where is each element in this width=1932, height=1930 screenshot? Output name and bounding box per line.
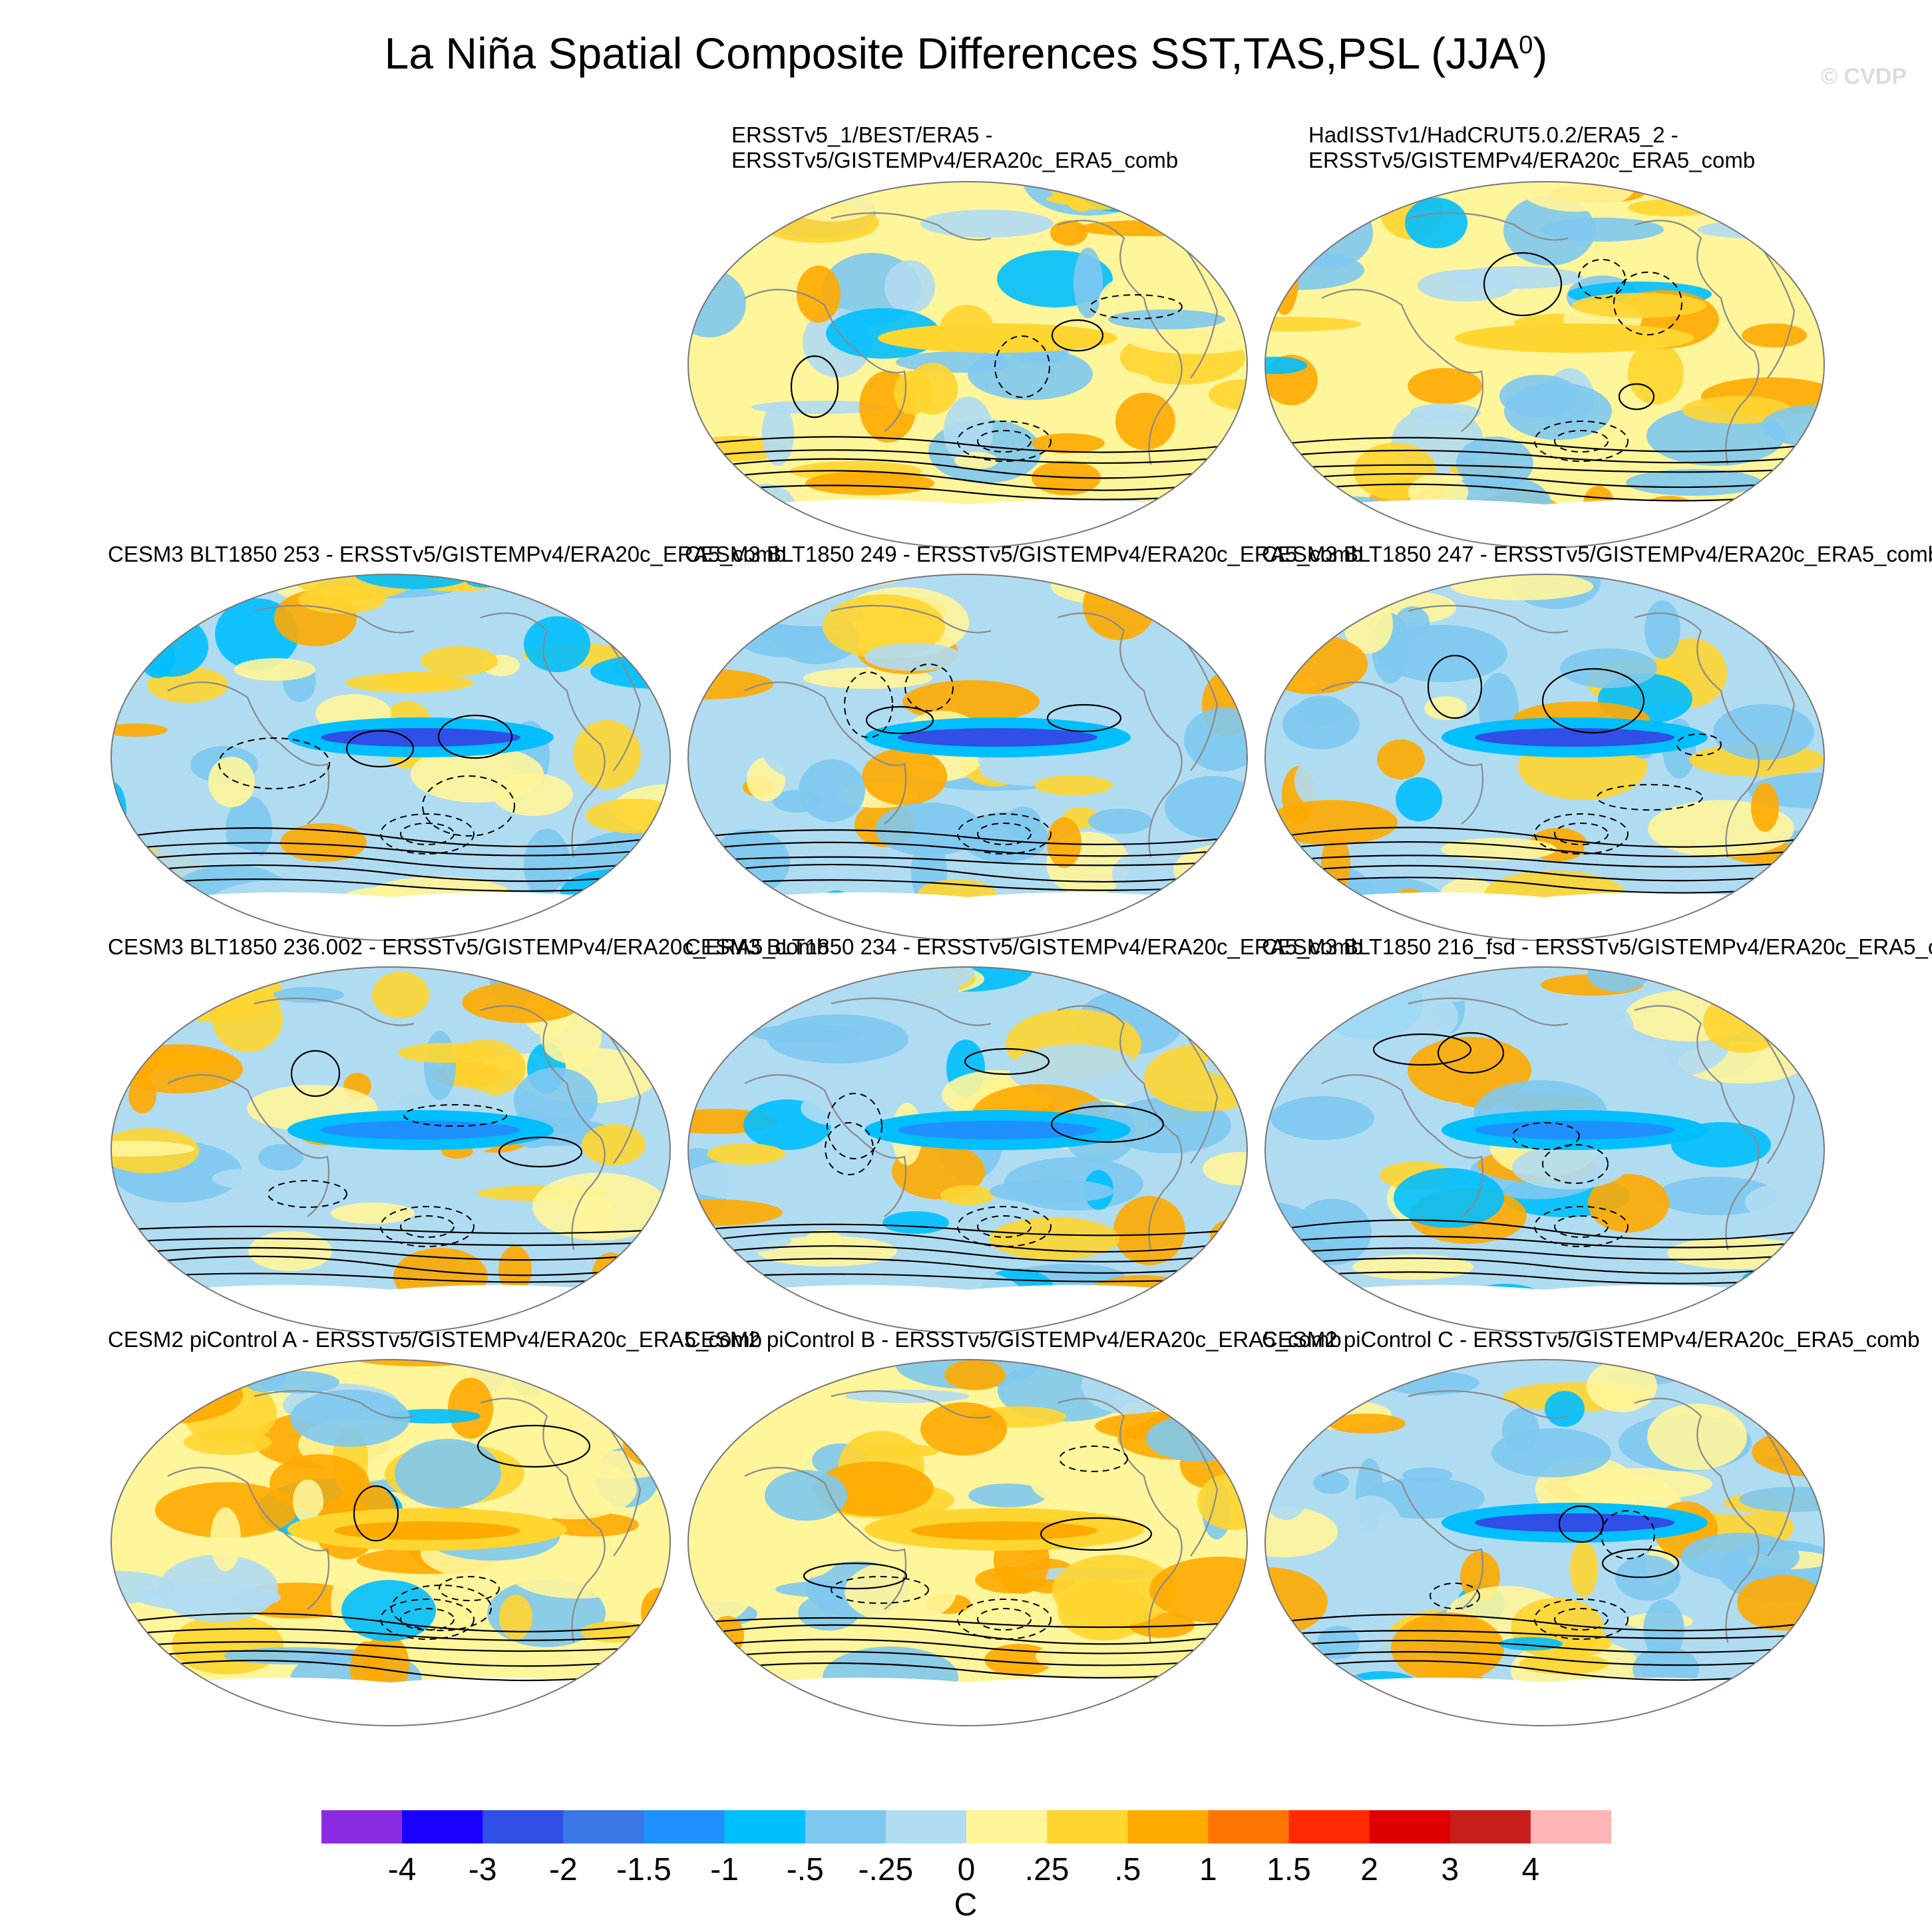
map-panel: CESM3 BLT1850 236.002 - ERSSTv5/GISTEMPv… <box>108 934 829 1336</box>
colorbar-tick-label: -1 <box>710 1852 739 1887</box>
colorbar-tick-label: 3 <box>1441 1852 1459 1887</box>
world-map <box>687 1359 1248 1726</box>
map-panel: CESM3 BLT1850 253 - ERSSTv5/GISTEMPv4/ER… <box>108 542 786 944</box>
panel-title: HadISSTv1/HadCRUT5.0.2/ERA5_2 - ERSSTv5/G… <box>1262 122 1828 176</box>
panel-title-line1: CESM3 BLT1850 253 - ERSSTv5/GISTEMPv4/ER… <box>108 542 787 566</box>
colorbar-tick-label: -2 <box>549 1852 578 1887</box>
colorbar-box <box>1530 1810 1611 1843</box>
panel-title: CESM3 BLT1850 249 - ERSSTv5/GISTEMPv4/ER… <box>685 542 1364 595</box>
colorbar-tick-label: 4 <box>1521 1852 1540 1887</box>
world-map <box>110 574 671 941</box>
colorbar-box <box>483 1810 564 1843</box>
panel-title: CESM3 BLT1850 247 - ERSSTv5/GISTEMPv4/ER… <box>1262 542 1932 595</box>
world-map <box>1264 966 1825 1334</box>
colorbar-tick-label: -4 <box>387 1852 417 1887</box>
world-map <box>687 966 1248 1334</box>
colorbar-tick-label: 2 <box>1360 1852 1378 1887</box>
panel-title-line1: HadISSTv1/HadCRUT5.0.2/ERA5_2 - <box>1308 122 1678 147</box>
world-map <box>110 1359 671 1726</box>
colorbar-box <box>1449 1810 1531 1843</box>
map-panel: CESM3 BLT1850 249 - ERSSTv5/GISTEMPv4/ER… <box>685 542 1363 944</box>
map-panel: CESM3 BLT1850 247 - ERSSTv5/GISTEMPv4/ER… <box>1262 542 1932 944</box>
colorbar-box <box>321 1810 403 1843</box>
map-panel: CESM3 BLT1850 216_fsd - ERSSTv5/GISTEMPv… <box>1262 934 1932 1336</box>
panel-title: CESM2 piControl C - ERSSTv5/GISTEMPv4/ER… <box>1262 1327 1920 1380</box>
panel-title: CESM2 piControl B - ERSSTv5/GISTEMPv4/ER… <box>685 1327 1342 1380</box>
panel-title: ERSSTv5_1/BEST/ERA5 - ERSSTv5/GISTEMPv4/E… <box>685 122 1251 176</box>
title-end: ) <box>1533 29 1548 78</box>
world-map <box>1264 181 1825 548</box>
panel-title: CESM3 BLT1850 234 - ERSSTv5/GISTEMPv4/ER… <box>685 934 1364 988</box>
world-map <box>110 966 671 1334</box>
map-panel: CESM2 piControl B - ERSSTv5/GISTEMPv4/ER… <box>685 1327 1342 1729</box>
panel-title-line1: ERSSTv5_1/BEST/ERA5 - <box>731 122 993 147</box>
panel-title-line2: ERSSTv5/GISTEMPv4/ERA20c_ERA5_comb <box>731 148 1179 172</box>
map-panel: ERSSTv5_1/BEST/ERA5 - ERSSTv5/GISTEMPv4/E… <box>685 122 1251 551</box>
colorbar-box <box>805 1810 886 1843</box>
title-text: La Niña Spatial Composite Differences SS… <box>384 29 1519 78</box>
panel-title: CESM3 BLT1850 216_fsd - ERSSTv5/GISTEMPv… <box>1262 934 1932 988</box>
colorbar-box <box>563 1810 645 1843</box>
panel-title-line1: CESM3 BLT1850 249 - ERSSTv5/GISTEMPv4/ER… <box>685 542 1364 566</box>
world-map <box>1264 574 1825 941</box>
colorbar-units: C <box>954 1887 978 1923</box>
colorbar-tick-label: 1 <box>1199 1852 1217 1887</box>
colorbar-tick-label: 0 <box>957 1852 976 1887</box>
world-map <box>1264 1359 1825 1726</box>
colorbar-box <box>1127 1810 1209 1843</box>
panel-title-line1: CESM3 BLT1850 236.002 - ERSSTv5/GISTEMPv… <box>108 934 829 959</box>
colorbar-box <box>1288 1810 1370 1843</box>
panel-title-line2: ERSSTv5/GISTEMPv4/ERA20c_ERA5_comb <box>1308 148 1756 172</box>
panel-title-line1: CESM2 piControl A - ERSSTv5/GISTEMPv4/ER… <box>108 1327 763 1352</box>
colorbar-box <box>1208 1810 1290 1843</box>
colorbar-tick-label: -3 <box>468 1852 497 1887</box>
colorbar-tick-label: -1.5 <box>616 1852 672 1887</box>
colorbar-box <box>885 1810 967 1843</box>
world-map <box>687 181 1248 548</box>
colorbar-tick-label: -.25 <box>858 1852 914 1887</box>
panel-title-line1: CESM2 piControl C - ERSSTv5/GISTEMPv4/ER… <box>1262 1327 1920 1352</box>
colorbar-box <box>724 1810 806 1843</box>
colorbar-box <box>1369 1810 1451 1843</box>
map-panel: CESM2 piControl C - ERSSTv5/GISTEMPv4/ER… <box>1262 1327 1920 1729</box>
page-title: La Niña Spatial Composite Differences SS… <box>0 19 1932 80</box>
colorbar-box <box>644 1810 725 1843</box>
panel-title: CESM2 piControl A - ERSSTv5/GISTEMPv4/ER… <box>108 1327 763 1380</box>
colorbar-tick-label: 1.5 <box>1266 1852 1311 1887</box>
world-map <box>687 574 1248 941</box>
colorbar-tick-label: -.5 <box>786 1852 824 1887</box>
panel-title: CESM3 BLT1850 253 - ERSSTv5/GISTEMPv4/ER… <box>108 542 787 595</box>
colorbar-tick-label: .5 <box>1114 1852 1141 1887</box>
map-panel: HadISSTv1/HadCRUT5.0.2/ERA5_2 - ERSSTv5/G… <box>1262 122 1828 551</box>
title-superscript: 0 <box>1519 31 1533 59</box>
colorbar-box <box>402 1810 483 1843</box>
panel-title-line1: CESM2 piControl B - ERSSTv5/GISTEMPv4/ER… <box>685 1327 1342 1352</box>
colorbar-box <box>1047 1810 1128 1843</box>
cvdp-watermark: © CVDP <box>1821 64 1907 89</box>
map-panel: CESM3 BLT1850 234 - ERSSTv5/GISTEMPv4/ER… <box>685 934 1363 1336</box>
panel-title-line1: CESM3 BLT1850 216_fsd - ERSSTv5/GISTEMPv… <box>1262 934 1932 959</box>
colorbar-box <box>966 1810 1048 1843</box>
panel-title-line1: CESM3 BLT1850 234 - ERSSTv5/GISTEMPv4/ER… <box>685 934 1364 959</box>
map-panel: CESM2 piControl A - ERSSTv5/GISTEMPv4/ER… <box>108 1327 762 1729</box>
colorbar-tick-label: .25 <box>1024 1852 1069 1887</box>
panel-title-line1: CESM3 BLT1850 247 - ERSSTv5/GISTEMPv4/ER… <box>1262 542 1932 566</box>
colorbar <box>321 1810 1611 1843</box>
